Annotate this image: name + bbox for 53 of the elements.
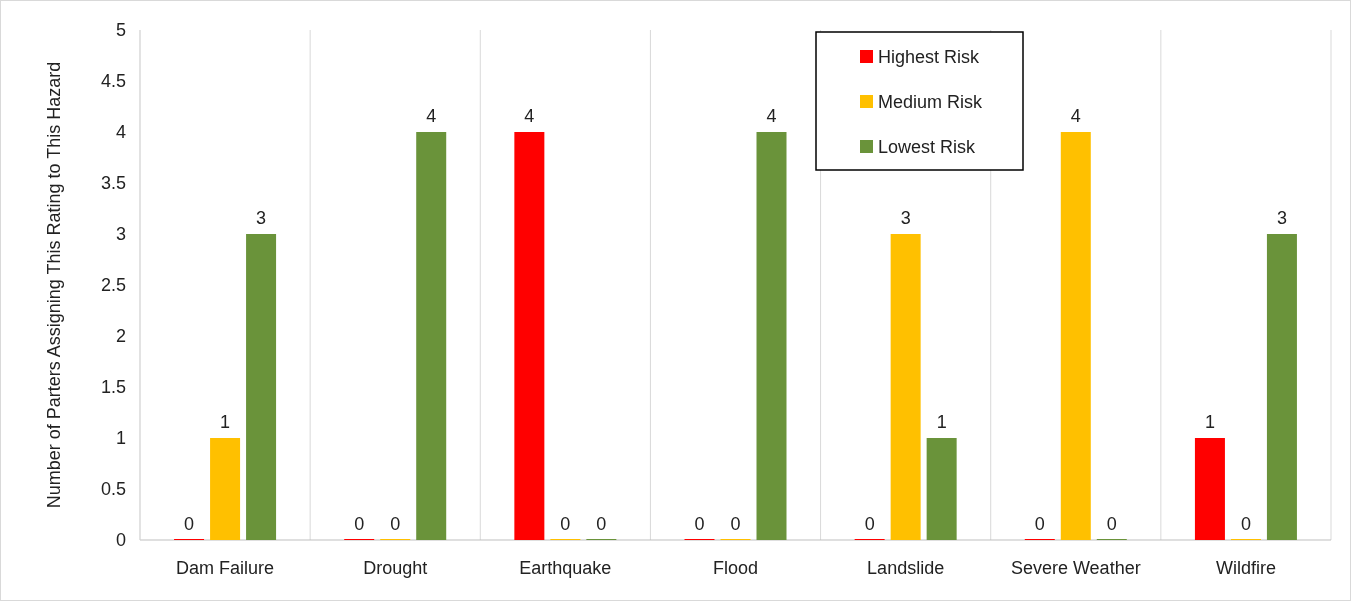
legend-label: Highest Risk [878, 47, 981, 68]
bar [1060, 132, 1091, 540]
data-label: 4 [766, 106, 777, 126]
bar [416, 132, 447, 540]
data-label: 1 [220, 412, 231, 432]
data-label: 0 [560, 514, 571, 534]
data-label: 3 [1276, 208, 1287, 228]
x-tick-label: Wildfire [1215, 558, 1276, 578]
y-tick-label: 3 [115, 224, 126, 245]
data-label: 0 [1240, 514, 1251, 534]
y-tick-label: 1.5 [100, 377, 126, 398]
y-tick-label: 2 [115, 326, 126, 347]
bar [1194, 438, 1225, 540]
bar [210, 438, 241, 540]
x-tick-label: Landslide [867, 558, 945, 578]
data-label: 1 [936, 412, 947, 432]
x-tick-label: Dam Failure [176, 558, 275, 578]
y-tick-label: 1 [115, 428, 126, 449]
y-tick-label: 0 [115, 530, 126, 551]
data-label: 0 [730, 514, 741, 534]
data-label: 0 [1034, 514, 1045, 534]
bar [756, 132, 787, 540]
y-tick-label: 0.5 [100, 479, 126, 500]
bar [246, 234, 277, 540]
y-tick-label: 5 [115, 20, 126, 41]
y-tick-label: 4 [115, 122, 126, 143]
x-tick-label: Drought [363, 558, 428, 578]
data-label: 4 [426, 106, 437, 126]
data-label: 4 [524, 106, 535, 126]
y-tick-label: 4.5 [100, 71, 126, 92]
bar [926, 438, 957, 540]
legend-label: Medium Risk [878, 92, 984, 113]
data-label: 3 [256, 208, 267, 228]
data-label: 0 [1106, 514, 1117, 534]
data-label: 0 [184, 514, 195, 534]
x-tick-label: Earthquake [519, 558, 612, 578]
x-tick-label: Flood [712, 558, 759, 578]
y-tick-label: 2.5 [100, 275, 126, 296]
bar [890, 234, 921, 540]
legend-label: Lowest Risk [878, 137, 977, 158]
data-label: 0 [694, 514, 705, 534]
data-label: 0 [864, 514, 875, 534]
data-label: 0 [596, 514, 607, 534]
data-label: 1 [1204, 412, 1215, 432]
data-label: 3 [900, 208, 911, 228]
y-tick-label: 3.5 [100, 173, 126, 194]
data-label: 0 [390, 514, 401, 534]
data-label: 4 [1070, 106, 1081, 126]
bar [514, 132, 545, 540]
y-axis-title: Number of Parters Assigning This Rating to This Hazard [44, 61, 64, 509]
data-label: 0 [354, 514, 365, 534]
bar [1266, 234, 1297, 540]
x-tick-label: Severe Weather [1010, 558, 1141, 578]
